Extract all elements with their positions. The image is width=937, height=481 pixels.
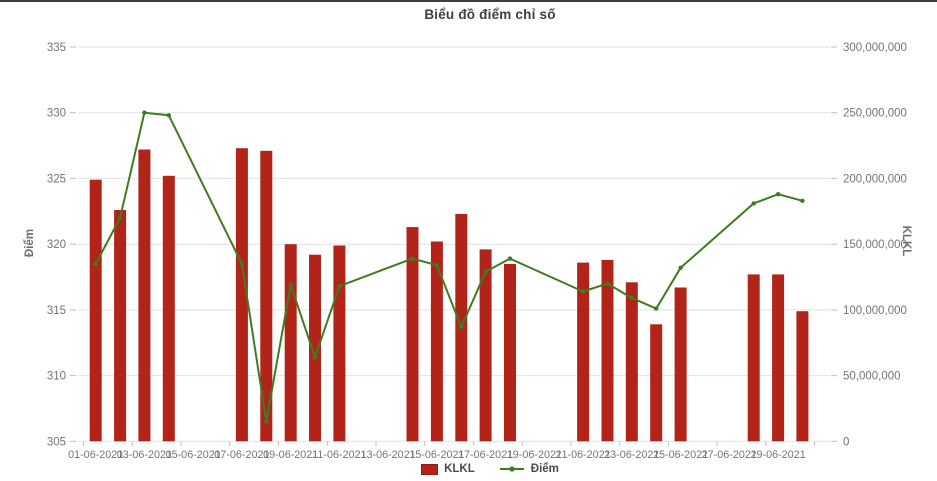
bar-18-06-2021[interactable]	[504, 263, 516, 442]
line-point-25-06-2021[interactable]	[678, 265, 683, 270]
bar-07-06-2021[interactable]	[235, 148, 248, 442]
x-axis-tick-label: 11-06-2021	[312, 449, 366, 461]
bar-10-06-2021[interactable]	[309, 254, 321, 442]
left-axis-tick-label: 305	[47, 436, 66, 448]
line-series-diem	[93, 110, 805, 424]
bar-17-06-2021[interactable]	[479, 249, 492, 442]
x-axis-tick-label: 09-06-2021	[263, 449, 318, 461]
line-point-14-06-2021[interactable]	[410, 256, 415, 261]
left-axis-tick-label: 320	[47, 239, 66, 251]
left-axis-tick-label: 330	[47, 108, 66, 120]
line-point-30-06-2021[interactable]	[800, 198, 805, 203]
bar-30-06-2021[interactable]	[796, 311, 809, 442]
line-point-17-06-2021[interactable]	[483, 269, 488, 274]
line-point-03-06-2021[interactable]	[142, 110, 147, 115]
x-axis-tick-label: 25-06-2021	[653, 449, 708, 461]
x-axis-tick-label: 19-06-2021	[507, 449, 562, 461]
line-point-21-06-2021[interactable]	[580, 289, 586, 294]
legend-item-klkl[interactable]: KLKL	[421, 463, 475, 475]
x-axis-tick-label: 23-06-2021	[604, 449, 659, 461]
line-point-09-06-2021[interactable]	[288, 282, 293, 288]
bar-03-06-2021[interactable]	[138, 149, 151, 442]
left-axis-tick-label: 315	[47, 305, 66, 317]
chart-title: Biểu đồ điểm chỉ số	[424, 7, 556, 22]
x-axis-tick-label: 29-06-2021	[750, 449, 805, 461]
line-point-24-06-2021[interactable]	[654, 306, 659, 311]
x-axis-tick-label: 15-06-2021	[409, 449, 464, 461]
line-point-08-06-2021[interactable]	[264, 419, 269, 424]
bar-29-06-2021[interactable]	[772, 274, 785, 442]
bar-01-06-2021[interactable]	[89, 179, 102, 442]
line-point-01-06-2021[interactable]	[93, 261, 98, 267]
bar-08-06-2021[interactable]	[260, 150, 273, 442]
line-point-28-06-2021[interactable]	[751, 201, 756, 206]
line-point-23-06-2021[interactable]	[629, 295, 634, 301]
left-axis-tick-label: 325	[47, 173, 66, 185]
diem-line-path	[94, 111, 804, 423]
right-axis-tick-label: 300,000,000	[843, 42, 907, 54]
right-axis-tick-label: 100,000,000	[843, 305, 907, 317]
legend-item-diem[interactable]: Điểm	[499, 463, 559, 475]
bar-24-06-2021[interactable]	[650, 324, 663, 442]
bar-23-06-2021[interactable]	[625, 282, 638, 442]
bar-series-klkl	[89, 148, 809, 442]
right-axis-tick-label: 250,000,000	[843, 108, 907, 120]
line-point-29-06-2021[interactable]	[775, 192, 781, 197]
right-axis-tick-label: 0	[843, 436, 849, 448]
line-point-18-06-2021[interactable]	[507, 256, 513, 261]
right-axis-tick-label: 50,000,000	[843, 371, 901, 383]
chart-legend: KLKL Điểm	[78, 461, 902, 477]
x-axis-tick-label: 07-06-2021	[214, 449, 269, 461]
bar-22-06-2021[interactable]	[601, 259, 614, 442]
right-axis-tick-label: 150,000,000	[843, 239, 907, 251]
line-point-07-06-2021[interactable]	[239, 261, 245, 267]
left-axis-tick-label: 335	[47, 42, 66, 54]
x-axis-tick-label: 01-06-2021	[68, 449, 123, 461]
right-axis-tick-label: 200,000,000	[843, 173, 907, 185]
left-axis-tick-label: 310	[47, 371, 66, 383]
legend-label-diem: Điểm	[530, 463, 559, 475]
line-point-16-06-2021[interactable]	[459, 324, 464, 330]
bar-21-06-2021[interactable]	[577, 262, 590, 442]
bar-25-06-2021[interactable]	[674, 287, 687, 442]
bar-04-06-2021[interactable]	[162, 175, 175, 442]
bar-15-06-2021[interactable]	[430, 241, 443, 442]
bar-02-06-2021[interactable]	[114, 210, 127, 442]
bar-09-06-2021[interactable]	[284, 244, 297, 442]
line-point-15-06-2021[interactable]	[434, 263, 440, 268]
legend-label-klkl: KLKL	[444, 463, 475, 475]
x-axis-tick-label: 13-06-2021	[360, 449, 415, 461]
line-series-swatch-icon	[499, 466, 524, 472]
line-point-04-06-2021[interactable]	[166, 113, 171, 118]
line-point-22-06-2021[interactable]	[605, 281, 610, 286]
bar-28-06-2021[interactable]	[747, 274, 760, 442]
bar-series-swatch-icon	[421, 463, 439, 475]
window-top-border	[0, 0, 937, 2]
x-axis-tick-label: 21-06-2021	[555, 449, 610, 461]
x-axis-tick-label: 27-06-2021	[702, 449, 757, 461]
bar-11-06-2021[interactable]	[333, 245, 346, 442]
line-point-02-06-2021[interactable]	[117, 215, 123, 221]
x-axis-tick-label: 17-06-2021	[458, 449, 513, 461]
x-axis-tick-label: 05-06-2021	[166, 449, 221, 461]
x-axis-tick-label: 03-06-2021	[117, 449, 172, 461]
line-point-11-06-2021[interactable]	[337, 284, 342, 289]
bar-14-06-2021[interactable]	[406, 227, 419, 442]
line-point-10-06-2021[interactable]	[312, 355, 318, 360]
